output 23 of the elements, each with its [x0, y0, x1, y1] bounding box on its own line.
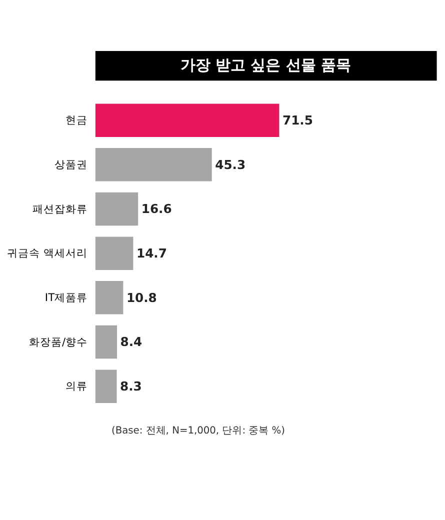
y-tick-label: 패션잡화류: [32, 202, 88, 216]
data-label: 8.4: [120, 335, 143, 350]
bar: [95, 104, 280, 137]
text: (Base: 전체, N=1,000, 단위: 중복 %): [111, 425, 285, 436]
bar: [95, 148, 212, 182]
bar: [95, 192, 138, 226]
y-tick-label: 의류: [66, 380, 88, 393]
data-label: 16.6: [141, 202, 172, 216]
bar: [95, 281, 124, 314]
data-label: 8.3: [120, 379, 142, 394]
y-tick-label: 현금: [66, 114, 88, 127]
bar: [95, 370, 117, 403]
y-tick-label: IT제품류: [44, 290, 88, 304]
bar: [95, 325, 118, 359]
data-label: 71.5: [282, 113, 313, 128]
data-label: 10.8: [126, 290, 157, 305]
bar: [95, 236, 134, 270]
data-label: 45.3: [215, 158, 246, 172]
data-label: 14.7: [136, 246, 167, 260]
chart-title: 가장 받고 싶은 선물 품목: [180, 56, 351, 74]
y-tick-label: 귀금속 액세서리: [7, 246, 88, 260]
y-tick-label: 화장품/향수: [28, 335, 88, 348]
y-tick-label: 상품권: [54, 158, 88, 171]
